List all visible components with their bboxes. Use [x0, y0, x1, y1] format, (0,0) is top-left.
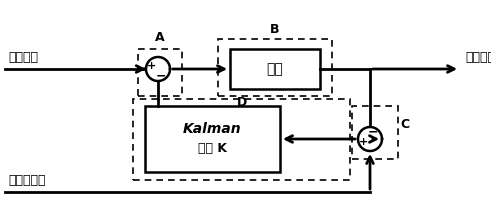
Text: C: C	[400, 117, 409, 131]
Bar	[145, 106, 280, 172]
Polygon shape	[358, 127, 382, 151]
Text: 观测量信号: 观测量信号	[8, 174, 46, 187]
Text: 增益 K: 增益 K	[198, 143, 227, 156]
Text: 状态估计值: 状态估计值	[465, 51, 491, 64]
Text: Kalman: Kalman	[183, 122, 242, 136]
Text: 积分: 积分	[267, 62, 283, 76]
Text: 输入信号: 输入信号	[8, 51, 38, 64]
Text: +: +	[359, 137, 369, 147]
Text: A: A	[155, 31, 165, 44]
Bar	[218, 39, 332, 96]
Text: −: −	[368, 125, 378, 138]
Bar	[352, 106, 398, 159]
Bar	[133, 99, 350, 180]
Text: D: D	[237, 96, 247, 109]
Bar	[230, 49, 320, 89]
Text: B: B	[270, 23, 280, 36]
Bar	[138, 49, 182, 96]
Polygon shape	[146, 57, 170, 81]
Text: −: −	[156, 70, 166, 83]
Text: +: +	[147, 61, 157, 71]
